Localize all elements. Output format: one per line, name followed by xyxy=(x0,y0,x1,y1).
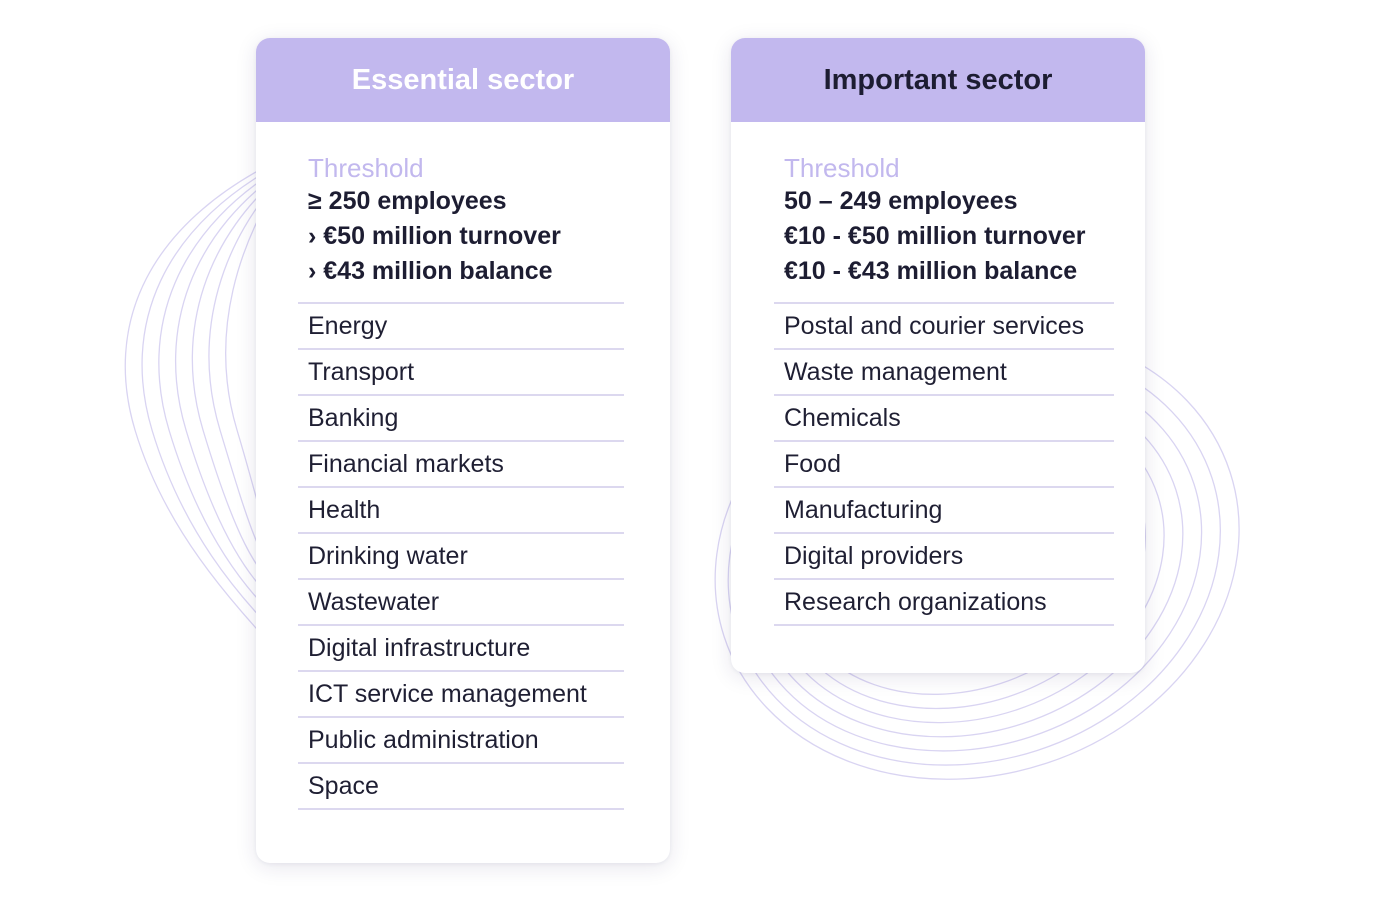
sector-item-chemicals: Chemicals xyxy=(774,396,1114,442)
sector-item-transport: Transport xyxy=(298,350,624,396)
important-threshold-label: Threshold xyxy=(784,153,900,183)
important-threshold-balance: €10 - €43 million balance xyxy=(784,257,1078,285)
important-sector-card: Important sector Threshold 50 – 249 empl… xyxy=(731,38,1145,673)
important-sector-title: Important sector xyxy=(823,63,1053,96)
sector-item-research-organizations: Research organizations xyxy=(774,580,1114,626)
sector-item-banking: Banking xyxy=(298,396,624,442)
contour-line-left xyxy=(158,159,294,627)
essential-sector-body: Threshold ≥ 250 employees › €50 million … xyxy=(256,122,670,810)
sector-item-space: Space xyxy=(298,764,624,810)
sector-item-energy: Energy xyxy=(298,304,624,350)
sector-item-waste-management: Waste management xyxy=(774,350,1114,396)
essential-threshold-label: Threshold xyxy=(308,153,424,183)
essential-sector-title: Essential sector xyxy=(351,63,575,96)
sector-item-health: Health xyxy=(298,488,624,534)
important-sector-header: Important sector xyxy=(731,38,1145,122)
important-threshold-turnover: €10 - €50 million turnover xyxy=(784,222,1086,250)
essential-sector-list: Energy Transport Banking Financial marke… xyxy=(298,302,624,810)
important-sector-body: Threshold 50 – 249 employees €10 - €50 m… xyxy=(731,122,1145,626)
sector-item-drinking-water: Drinking water xyxy=(298,534,624,580)
essential-threshold-balance: › €43 million balance xyxy=(308,257,553,285)
sector-item-food: Food xyxy=(774,442,1114,488)
contour-line-left xyxy=(175,164,291,610)
sector-item-digital-providers: Digital providers xyxy=(774,534,1114,580)
important-threshold-values: 50 – 249 employees €10 - €50 million tur… xyxy=(774,184,1145,289)
important-threshold-employees: 50 – 249 employees xyxy=(784,187,1018,215)
essential-threshold-employees: ≥ 250 employees xyxy=(308,187,507,215)
essential-threshold-values: ≥ 250 employees › €50 million turnover ›… xyxy=(298,184,670,289)
sector-item-wastewater: Wastewater xyxy=(298,580,624,626)
essential-threshold-turnover: › €50 million turnover xyxy=(308,222,561,250)
sector-item-manufacturing: Manufacturing xyxy=(774,488,1114,534)
important-sector-list: Postal and courier services Waste manage… xyxy=(774,302,1114,626)
contour-line-left xyxy=(124,149,301,661)
sector-item-ict-service-management: ICT service management xyxy=(298,672,624,718)
sector-item-public-administration: Public administration xyxy=(298,718,624,764)
sector-item-digital-infrastructure: Digital infrastructure xyxy=(298,626,624,672)
contour-line-left xyxy=(141,154,297,644)
sector-item-postal-courier: Postal and courier services xyxy=(774,304,1114,350)
sector-item-financial-markets: Financial markets xyxy=(298,442,624,488)
essential-sector-card: Essential sector Threshold ≥ 250 employe… xyxy=(256,38,670,863)
essential-sector-header: Essential sector xyxy=(256,38,670,122)
